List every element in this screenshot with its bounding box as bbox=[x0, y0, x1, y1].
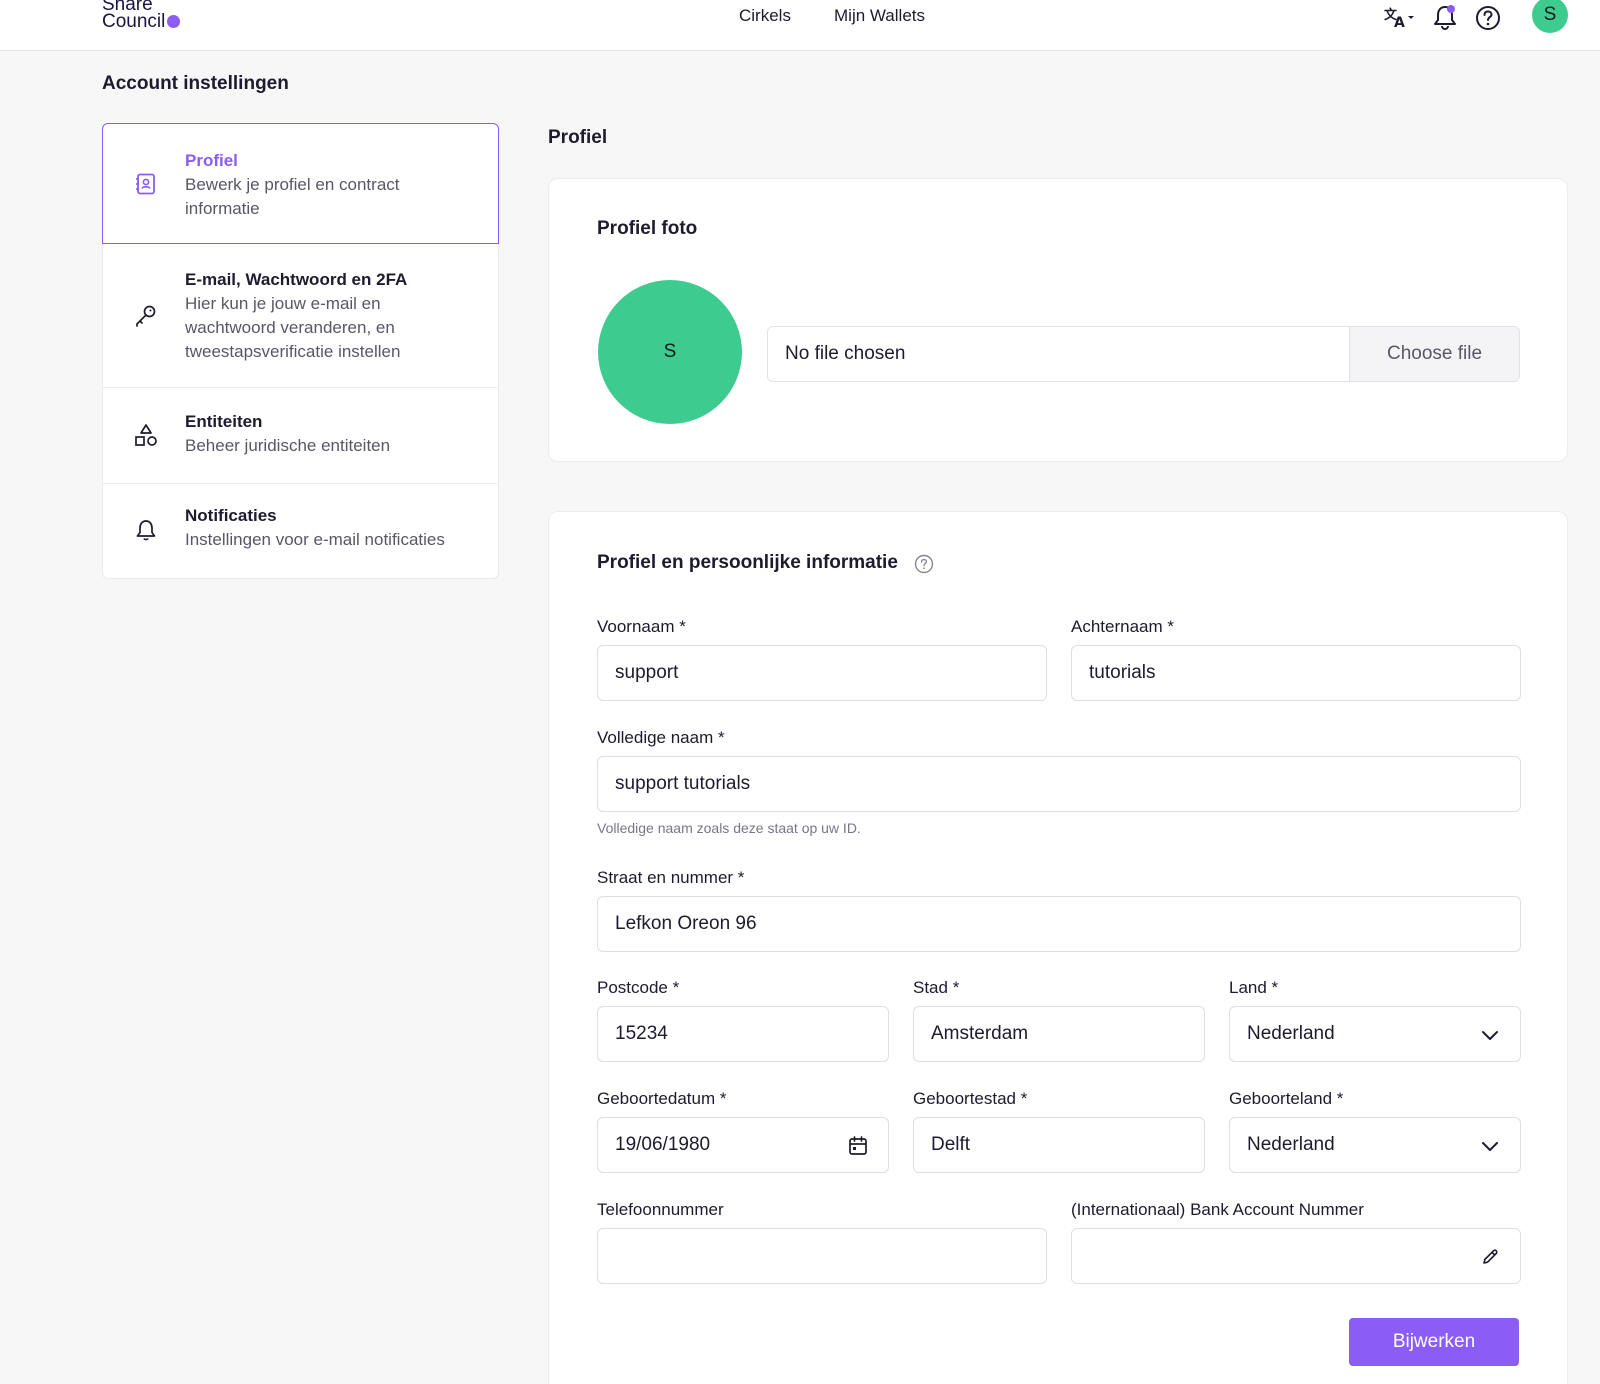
telefoon-input[interactable] bbox=[597, 1228, 1047, 1284]
svg-text:A: A bbox=[1394, 15, 1405, 31]
sidebar-item-entiteiten[interactable]: Entiteiten Beheer juridische entiteiten bbox=[103, 388, 498, 484]
info-help-icon[interactable] bbox=[914, 554, 934, 574]
svg-text:文: 文 bbox=[1384, 7, 1398, 23]
geboorteland-label: Geboorteland * bbox=[1229, 1089, 1344, 1108]
volledige-naam-value: support tutorials bbox=[615, 773, 751, 794]
sidebar-item-title: E-mail, Wachtwoord en 2FA bbox=[185, 270, 408, 289]
telefoon-label: Telefoonnummer bbox=[597, 1200, 724, 1219]
iban-input[interactable] bbox=[1071, 1228, 1521, 1284]
sidebar-item-title: Profiel bbox=[185, 151, 238, 170]
straat-value: Lefkon Oreon 96 bbox=[615, 913, 757, 934]
geboortedatum-input[interactable]: 19/06/1980 bbox=[597, 1117, 889, 1173]
sidebar-item-profiel[interactable]: Profiel Bewerk je profiel en contract in… bbox=[102, 123, 499, 244]
choose-file-button[interactable]: Choose file bbox=[1349, 327, 1519, 381]
bijwerken-button[interactable]: Bijwerken bbox=[1349, 1318, 1519, 1366]
shapes-icon bbox=[133, 422, 159, 448]
land-value: Nederland bbox=[1247, 1023, 1335, 1044]
sidebar-item-title: Notificaties bbox=[185, 506, 277, 525]
straat-input[interactable]: Lefkon Oreon 96 bbox=[597, 896, 1521, 952]
sidebar-item-notificaties[interactable]: Notificaties Instellingen voor e-mail no… bbox=[103, 484, 498, 578]
nav-link-mijn-wallets[interactable]: Mijn Wallets bbox=[834, 6, 925, 25]
geboortedatum-value: 19/06/1980 bbox=[615, 1134, 711, 1155]
translate-icon[interactable]: 文 A bbox=[1380, 2, 1420, 34]
sidebar-item-desc: informatie bbox=[185, 199, 260, 218]
user-avatar[interactable]: S bbox=[1532, 0, 1568, 33]
geboorteland-value: Nederland bbox=[1247, 1134, 1335, 1155]
stad-label: Stad * bbox=[913, 978, 960, 997]
stad-input[interactable]: Amsterdam bbox=[913, 1006, 1205, 1062]
voornaam-value: support bbox=[615, 662, 679, 683]
help-icon[interactable] bbox=[1472, 2, 1504, 34]
sidebar-item-email-wachtwoord-2fa[interactable]: E-mail, Wachtwoord en 2FA Hier kun je jo… bbox=[103, 244, 498, 388]
iban-label: (Internationaal) Bank Account Nummer bbox=[1071, 1200, 1364, 1219]
key-icon bbox=[133, 302, 159, 328]
sidebar-item-title: Entiteiten bbox=[185, 412, 263, 431]
pencil-icon[interactable] bbox=[1478, 1245, 1502, 1269]
land-label: Land * bbox=[1229, 978, 1279, 997]
section-title: Profiel bbox=[548, 127, 608, 148]
logo-text-line1: Share bbox=[102, 0, 153, 15]
postcode-input[interactable]: 15234 bbox=[597, 1006, 889, 1062]
sharecouncil-logo[interactable]: Share Council bbox=[102, 0, 181, 32]
settings-sidebar: Profiel Bewerk je profiel en contract in… bbox=[102, 123, 499, 579]
geboortestad-value: Delft bbox=[931, 1134, 971, 1155]
land-select[interactable]: Nederland bbox=[1229, 1006, 1521, 1062]
sidebar-item-desc: Hier kun je jouw e-mail en bbox=[185, 294, 381, 313]
contact-book-icon bbox=[133, 171, 159, 197]
profile-avatar: S bbox=[598, 280, 742, 424]
voornaam-label: Voornaam * bbox=[597, 617, 686, 636]
calendar-icon[interactable] bbox=[846, 1134, 870, 1158]
sidebar-item-desc: Instellingen voor e-mail notificaties bbox=[185, 530, 445, 549]
achternaam-input[interactable]: tutorials bbox=[1071, 645, 1521, 701]
profile-photo-card: Profiel foto S No file chosen Choose fil… bbox=[548, 178, 1568, 462]
top-navigation-bar: Share Council Cirkels Mijn Wallets 文 A S bbox=[0, 0, 1600, 51]
volledige-naam-input[interactable]: support tutorials bbox=[597, 756, 1521, 812]
profile-photo-title: Profiel foto bbox=[597, 218, 698, 239]
sidebar-item-desc: Beheer juridische entiteiten bbox=[185, 436, 391, 455]
chevron-down-icon bbox=[1478, 1023, 1502, 1047]
achternaam-label: Achternaam * bbox=[1071, 617, 1174, 636]
sidebar-item-desc: wachtwoord veranderen, en bbox=[185, 318, 395, 337]
profile-photo-file-input[interactable]: No file chosen Choose file bbox=[767, 326, 1520, 382]
volledige-naam-label: Volledige naam * bbox=[597, 728, 725, 747]
sidebar-item-desc: tweestapsverificatie instellen bbox=[185, 342, 401, 361]
file-status-text: No file chosen bbox=[785, 343, 906, 364]
sidebar-item-desc: Bewerk je profiel en contract bbox=[185, 175, 400, 194]
page-title: Account instellingen bbox=[102, 73, 289, 94]
logo-text-line2: Council bbox=[102, 11, 166, 32]
chevron-down-icon bbox=[1478, 1134, 1502, 1158]
bell-icon bbox=[133, 517, 159, 543]
volledige-naam-hint: Volledige naam zoals deze staat op uw ID… bbox=[597, 820, 861, 836]
logo-dot-icon bbox=[167, 15, 181, 28]
nav-link-cirkels[interactable]: Cirkels bbox=[739, 6, 791, 25]
voornaam-input[interactable]: support bbox=[597, 645, 1047, 701]
stad-value: Amsterdam bbox=[931, 1023, 1029, 1044]
geboorteland-select[interactable]: Nederland bbox=[1229, 1117, 1521, 1173]
achternaam-value: tutorials bbox=[1089, 662, 1156, 683]
geboortedatum-label: Geboortedatum * bbox=[597, 1089, 727, 1108]
geboortestad-label: Geboortestad * bbox=[913, 1089, 1028, 1108]
personal-info-card: Profiel en persoonlijke informatie Voorn… bbox=[548, 511, 1568, 1384]
geboortestad-input[interactable]: Delft bbox=[913, 1117, 1205, 1173]
postcode-label: Postcode * bbox=[597, 978, 680, 997]
notification-bell-icon[interactable] bbox=[1429, 2, 1461, 34]
personal-info-title: Profiel en persoonlijke informatie bbox=[597, 552, 898, 573]
postcode-value: 15234 bbox=[615, 1023, 668, 1044]
straat-label: Straat en nummer * bbox=[597, 868, 745, 887]
